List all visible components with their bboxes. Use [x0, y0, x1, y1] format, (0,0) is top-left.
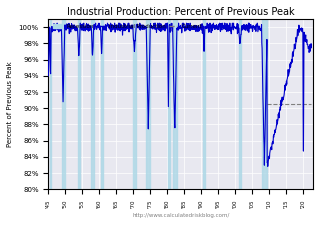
Title: Industrial Production: Percent of Previous Peak: Industrial Production: Percent of Previo… — [67, 7, 294, 17]
Bar — [92, 19, 94, 189]
Bar — [239, 19, 242, 189]
Bar — [50, 19, 52, 189]
Bar — [204, 19, 205, 189]
Legend: Recession, Industrial Production, Current: Recession, Industrial Production, Curren… — [51, 22, 204, 31]
Bar — [100, 19, 103, 189]
Y-axis label: Percent of Previous Peak: Percent of Previous Peak — [7, 61, 13, 147]
Bar — [173, 19, 177, 189]
Bar — [133, 19, 136, 189]
Bar — [168, 19, 170, 189]
Bar — [147, 19, 150, 189]
Bar — [61, 19, 65, 189]
Bar — [77, 19, 80, 189]
X-axis label: http://www.calculatedriskblog.com/: http://www.calculatedriskblog.com/ — [132, 213, 229, 218]
Bar — [262, 19, 267, 189]
